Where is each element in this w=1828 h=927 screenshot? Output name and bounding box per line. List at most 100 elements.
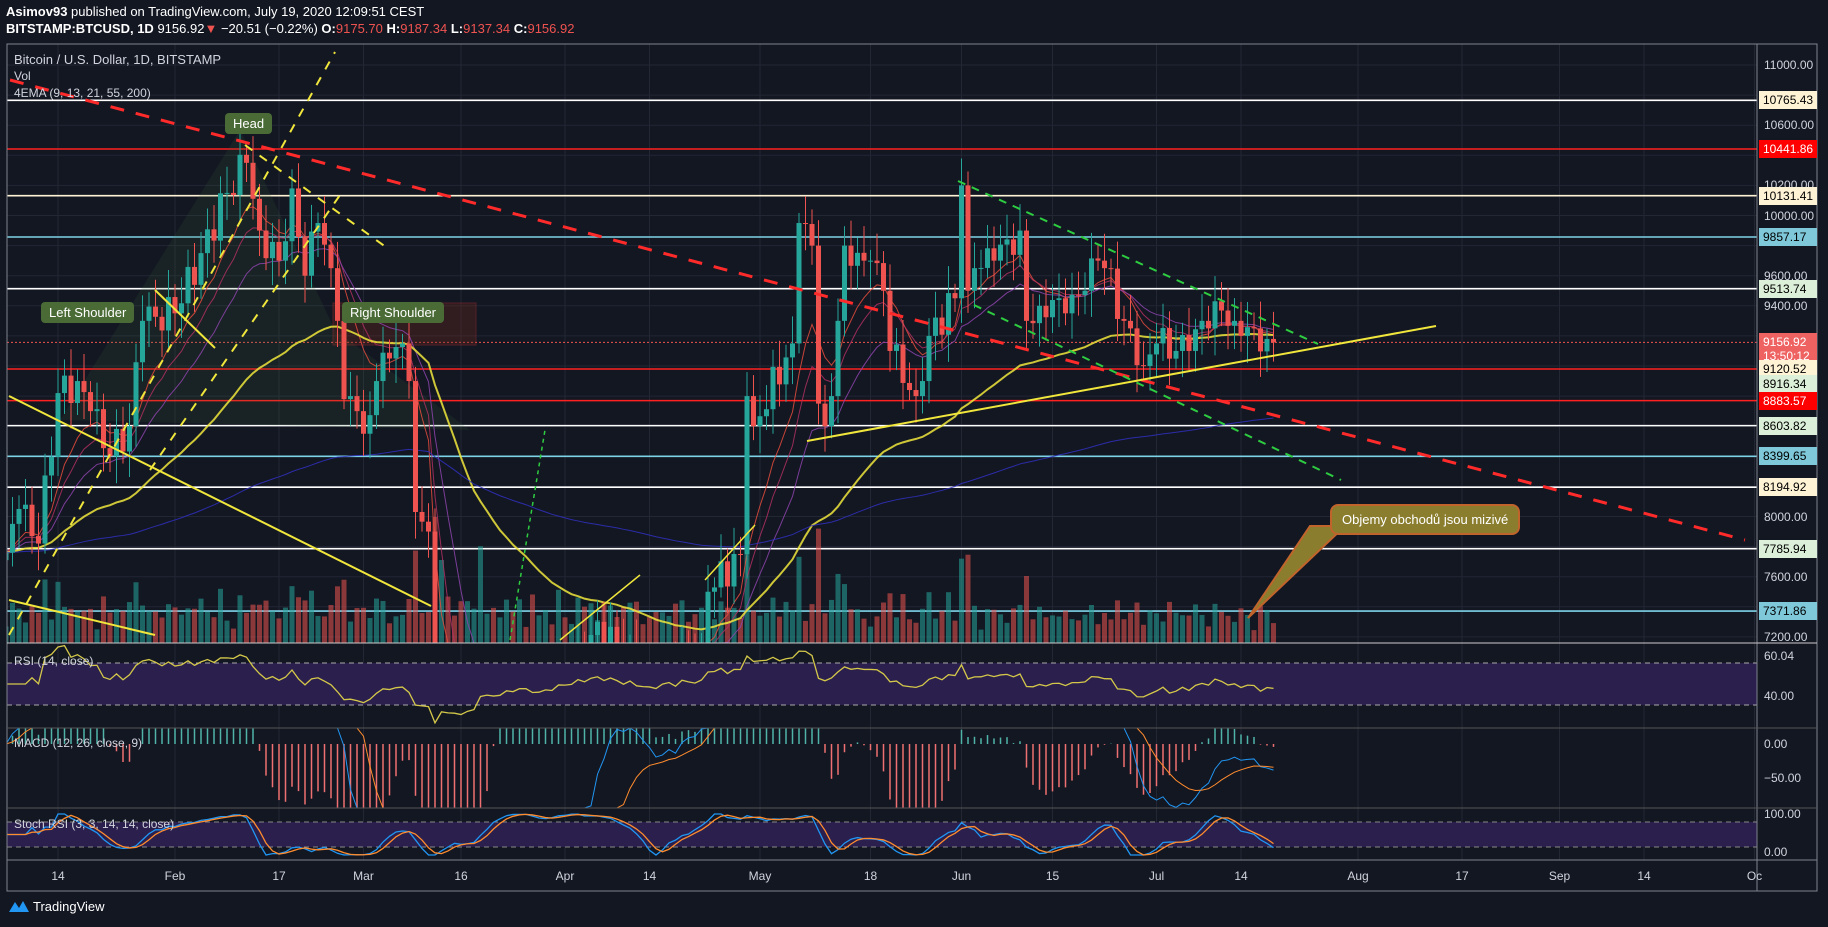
legend-ema[interactable]: 4EMA (9, 13, 21, 55, 200) — [14, 86, 151, 100]
yellow-support-line[interactable] — [806, 325, 1437, 442]
candle — [770, 366, 776, 410]
volume-bar — [523, 626, 529, 643]
legend-vol[interactable]: Vol — [14, 69, 31, 83]
yellow-shoulder-line[interactable] — [154, 289, 216, 349]
price-level-label: 9513.74 — [1759, 279, 1817, 298]
volume-bar — [1271, 623, 1276, 643]
volume-bar — [666, 615, 672, 643]
volume-bar — [224, 620, 230, 643]
rsi-band — [7, 663, 1757, 705]
candle — [907, 382, 912, 391]
volume-bars — [7, 516, 1276, 643]
yellow-may-line[interactable] — [704, 524, 756, 581]
stoch-tick-0: 0.00 — [1764, 845, 1788, 859]
candle — [159, 316, 165, 331]
volume-bar — [816, 528, 821, 643]
chart-title[interactable]: Bitcoin / U.S. Dollar, 1D, BITSTAMP — [14, 52, 222, 67]
candle — [153, 306, 158, 317]
price-tick: 10000.00 — [1764, 208, 1815, 223]
candle — [192, 266, 197, 285]
green-dashed-channel-lower[interactable] — [973, 304, 1342, 481]
symbol: BITSTAMP:BTCUSD, 1D — [6, 21, 154, 36]
yellow-dashed-head-slope[interactable] — [244, 144, 391, 251]
candle — [302, 236, 308, 276]
volume-bar — [744, 524, 750, 643]
candle — [133, 362, 139, 427]
volume-bar — [1095, 624, 1101, 643]
volume-callout[interactable]: Objemy obchodů jsou mizivé — [1330, 504, 1521, 535]
volume-bar — [868, 626, 873, 643]
red-dashed-downtrend[interactable] — [9, 78, 1746, 542]
volume-bar — [575, 597, 581, 643]
legend-rsi[interactable]: RSI (14, close) — [14, 654, 94, 668]
candle — [777, 366, 782, 385]
candle — [1017, 230, 1023, 255]
volume-bar — [1232, 621, 1237, 643]
author[interactable]: Asimov93 — [6, 4, 68, 19]
price-level-label: 8399.65 — [1759, 447, 1817, 466]
candle — [725, 561, 730, 587]
yellow-dashed-channel-mid[interactable] — [149, 194, 341, 471]
stoch-pane — [7, 813, 1274, 856]
volume-bar — [978, 629, 984, 643]
candle — [88, 392, 93, 412]
candle — [933, 317, 938, 336]
candle — [1056, 298, 1062, 301]
candles — [7, 127, 1276, 643]
candle — [1258, 328, 1263, 352]
price-level-label: 9156.92 — [1759, 333, 1817, 352]
volume-bar — [796, 556, 802, 643]
legend-stoch[interactable]: Stoch RSI (3, 3, 14, 14, close) — [14, 817, 175, 831]
volume-bar — [842, 584, 847, 643]
yellow-bottom-line[interactable] — [8, 599, 156, 636]
candle — [237, 154, 243, 195]
tradingview-logo[interactable]: TradingView — [8, 898, 105, 914]
candle — [1050, 300, 1055, 318]
volume-bar — [302, 600, 308, 643]
volume-bar — [101, 596, 106, 643]
candle — [1063, 298, 1068, 314]
volume-bar — [335, 586, 340, 643]
yellow-descending-line[interactable] — [8, 395, 432, 607]
candle — [614, 626, 620, 643]
volume-bar — [627, 602, 633, 643]
volume-bar — [146, 611, 152, 643]
right-shoulder-label[interactable]: Right Shoulder — [342, 302, 444, 323]
head-label[interactable]: Head — [225, 113, 273, 134]
volume-bar — [1011, 608, 1016, 643]
volume-bar — [491, 607, 496, 643]
volume-bar — [1219, 611, 1224, 643]
yellow-april-line[interactable] — [559, 574, 641, 641]
macd-signal-line — [7, 728, 1274, 808]
yellow-dashed-channel-lower[interactable] — [8, 51, 336, 636]
volume-bar — [296, 597, 301, 643]
volume-bar — [887, 593, 893, 643]
macd-line — [7, 728, 1274, 808]
candle — [348, 396, 353, 400]
price-level-label: 9857.17 — [1759, 227, 1817, 246]
left-shoulder-label[interactable]: Left Shoulder — [41, 302, 135, 323]
volume-bar — [257, 604, 262, 643]
volume-bar — [855, 609, 860, 643]
green-dashed-channel-upper[interactable] — [957, 180, 1319, 345]
volume-bar — [1089, 605, 1094, 643]
candle — [874, 260, 880, 264]
volume-bar — [959, 558, 964, 643]
volume-bar — [426, 612, 431, 643]
volume-bar — [1030, 619, 1036, 643]
volume-bar — [172, 607, 178, 643]
volume-bar — [179, 614, 184, 643]
candle — [1030, 320, 1036, 324]
green-dashed-breakout[interactable] — [509, 429, 546, 641]
volume-bar — [640, 624, 646, 643]
stoch-tick-100: 100.00 — [1764, 807, 1801, 821]
volume-bar — [562, 617, 568, 643]
legend-macd[interactable]: MACD (12, 26, close, 9) — [14, 736, 143, 750]
candle — [1199, 320, 1205, 330]
candle — [595, 621, 600, 636]
price-level-label: 7785.94 — [1759, 539, 1817, 558]
candle — [1004, 239, 1010, 245]
rsi-line — [7, 644, 1274, 725]
candle — [913, 390, 919, 397]
